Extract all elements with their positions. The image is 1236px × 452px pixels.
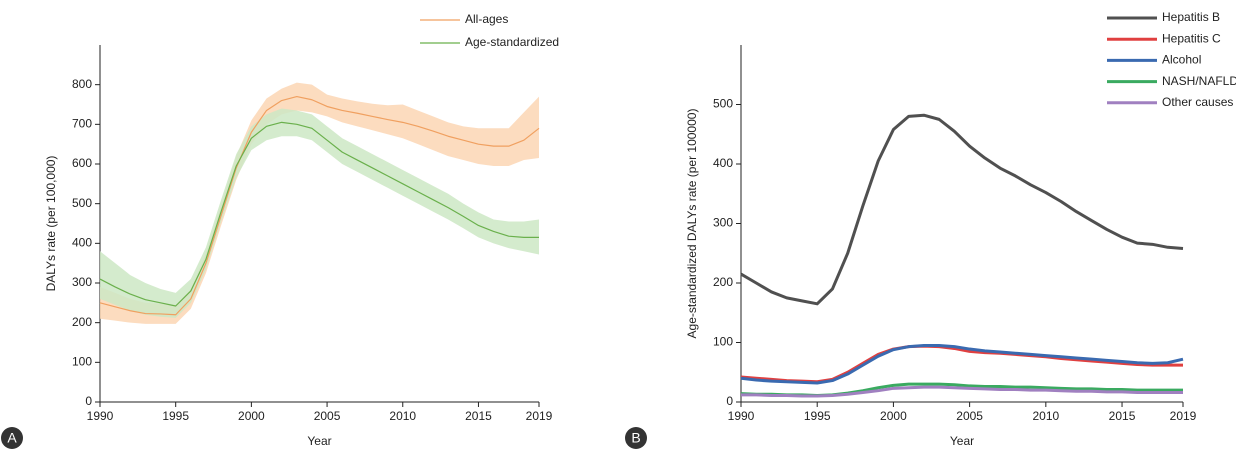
x-tick-label: 2019 (526, 409, 553, 423)
y-tick-label: 800 (72, 77, 92, 91)
y-axis-label: DALYs rate (per 100,000) (44, 156, 58, 292)
panel-badge (625, 427, 647, 449)
series-line (740, 382, 1183, 397)
legend-label: Hepatitis C (1162, 31, 1221, 45)
uncertainty-band (100, 108, 539, 318)
series-line (99, 95, 540, 316)
x-tick-label: 2005 (314, 409, 341, 423)
x-tick-label: 2005 (956, 409, 983, 423)
series-line (741, 385, 1183, 398)
x-tick-label: 2015 (465, 409, 492, 423)
x-tick-label: 2015 (1109, 409, 1136, 423)
y-tick-label: 400 (713, 156, 733, 170)
series-line (740, 343, 1184, 385)
x-tick-label: 1995 (162, 409, 189, 423)
x-tick-label: 2019 (1170, 409, 1197, 423)
y-tick-label: 0 (726, 394, 733, 408)
x-tick-label: 1990 (728, 409, 755, 423)
y-tick-label: 200 (713, 275, 733, 289)
y-tick-label: 500 (72, 196, 92, 210)
series-line (740, 113, 1184, 306)
y-tick-label: 200 (72, 315, 92, 329)
x-tick-label: 2010 (1032, 409, 1059, 423)
legend-label: Other causes (1162, 95, 1233, 109)
y-tick-label: 0 (85, 394, 92, 408)
uncertainty-band (100, 82, 539, 324)
series-line (99, 121, 539, 307)
legend-label: All-ages (465, 12, 508, 26)
legend-label: NASH/NAFLD (1162, 74, 1236, 88)
x-tick-label: 1990 (87, 409, 114, 423)
x-tick-label: 2000 (238, 409, 265, 423)
y-axis-label: Age-standardized DALYs rate (per 100000) (685, 109, 699, 339)
x-tick-label: 2000 (880, 409, 907, 423)
panel-label: B (631, 430, 640, 446)
y-tick-label: 300 (72, 275, 92, 289)
y-tick-label: 600 (72, 156, 92, 170)
y-tick-label: 400 (72, 236, 92, 250)
x-axis-label: Year (307, 434, 331, 448)
y-tick-label: 100 (713, 335, 733, 349)
panel-badge (1, 427, 23, 449)
series-line (740, 344, 1183, 384)
y-tick-label: 300 (713, 216, 733, 230)
y-tick-label: 500 (713, 97, 733, 111)
x-tick-label: 1995 (804, 409, 831, 423)
x-axis-label: Year (950, 434, 974, 448)
x-tick-label: 2010 (389, 409, 416, 423)
legend-label: Hepatitis B (1162, 10, 1220, 24)
legend-label: Alcohol (1162, 53, 1201, 67)
y-tick-label: 700 (72, 117, 92, 131)
legend-label: Age-standardized (465, 35, 559, 49)
panel-label: A (7, 430, 17, 446)
y-tick-label: 100 (72, 355, 92, 369)
